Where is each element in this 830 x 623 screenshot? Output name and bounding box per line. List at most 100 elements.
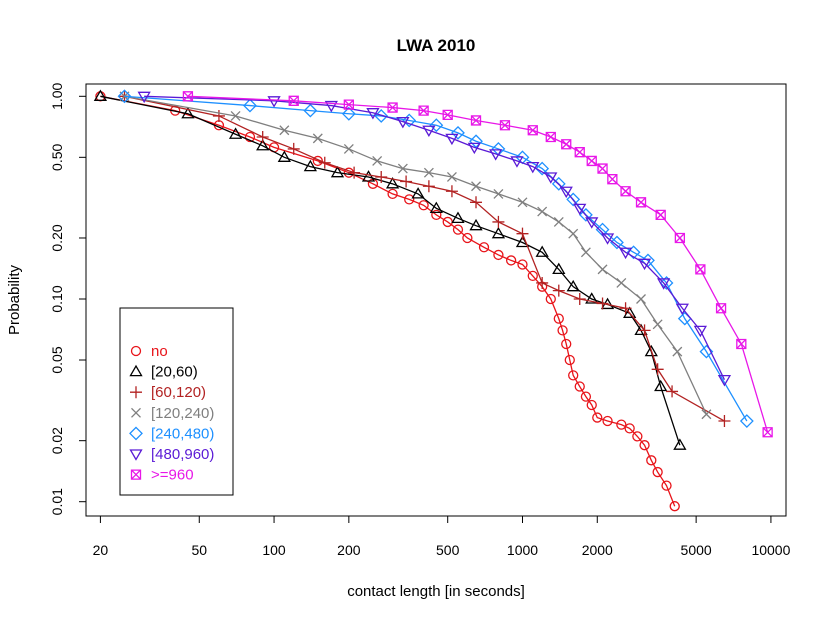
data-point	[117, 89, 132, 104]
data-point	[536, 276, 549, 289]
series-6	[182, 91, 773, 438]
data-point	[695, 264, 706, 275]
data-point	[652, 466, 663, 478]
data-point	[330, 165, 345, 178]
data-point	[471, 181, 481, 192]
data-point	[505, 255, 517, 266]
data-point	[445, 185, 458, 198]
legend-label: [120,240)	[151, 405, 214, 422]
data-point	[638, 324, 651, 337]
x-tick-label: 10000	[751, 542, 790, 558]
data-point	[527, 125, 538, 136]
legend-marker	[129, 364, 143, 377]
legend-marker	[130, 469, 142, 480]
data-point	[596, 297, 609, 310]
data-point	[348, 166, 361, 179]
data-point	[568, 228, 579, 239]
data-point	[619, 302, 632, 315]
data-point	[701, 409, 712, 420]
data-point	[672, 346, 683, 357]
data-point	[620, 186, 631, 197]
data-point	[718, 415, 731, 428]
data-point	[492, 215, 505, 228]
data-point	[618, 247, 633, 260]
data-point	[366, 108, 380, 120]
data-point	[387, 188, 398, 200]
data-point	[715, 303, 727, 314]
y-tick-label: 0.20	[49, 224, 65, 251]
series-3	[119, 91, 712, 420]
data-point	[429, 201, 443, 214]
data-point	[404, 194, 415, 205]
data-point	[491, 226, 506, 239]
data-point	[585, 292, 599, 304]
series-line	[124, 95, 748, 422]
legend-label: no	[151, 343, 168, 360]
data-point	[600, 233, 615, 245]
data-point	[654, 379, 668, 392]
data-point	[592, 412, 603, 423]
data-point	[616, 277, 627, 288]
data-point	[580, 247, 591, 258]
data-point	[693, 325, 707, 338]
data-point	[597, 163, 608, 174]
data-point	[470, 115, 482, 126]
data-point	[279, 125, 290, 136]
series-2	[118, 90, 731, 428]
data-point	[553, 216, 564, 227]
data-point	[462, 232, 473, 244]
data-point	[544, 172, 558, 184]
y-tick-label: 0.05	[49, 346, 65, 373]
data-point	[624, 423, 635, 434]
data-point	[451, 125, 465, 140]
data-point	[566, 192, 581, 207]
data-point	[535, 161, 550, 176]
data-point	[361, 170, 376, 182]
data-point	[212, 109, 225, 122]
y-tick-label: 0.02	[49, 427, 65, 454]
legend-box	[119, 307, 234, 496]
data-point	[470, 196, 483, 209]
data-point	[517, 197, 528, 208]
data-point	[343, 143, 354, 154]
data-point	[341, 106, 356, 121]
data-point	[418, 200, 429, 211]
data-point	[431, 209, 442, 221]
x-tick-label: 1000	[507, 542, 538, 558]
data-point	[646, 455, 657, 466]
data-point	[585, 217, 599, 229]
data-point	[616, 419, 627, 430]
data-point	[256, 138, 270, 151]
data-point	[552, 284, 565, 297]
data-point	[661, 480, 672, 491]
data-point	[244, 131, 256, 143]
data-point	[651, 363, 664, 376]
data-point	[446, 172, 457, 182]
data-point	[552, 262, 566, 275]
legend-label: [480,960)	[151, 446, 214, 463]
data-point	[574, 381, 585, 392]
data-point	[623, 306, 637, 318]
data-point	[586, 399, 597, 411]
legend-marker	[130, 345, 142, 357]
legend-marker	[131, 407, 141, 418]
data-point	[387, 102, 398, 113]
data-point	[636, 294, 646, 304]
series-layer	[93, 89, 773, 512]
data-point	[559, 186, 573, 199]
data-point	[610, 235, 624, 250]
data-point	[418, 105, 429, 116]
data-point	[137, 91, 151, 104]
data-point	[489, 149, 503, 161]
data-point	[372, 155, 383, 166]
data-point	[375, 170, 388, 183]
data-point	[639, 440, 650, 451]
data-point	[561, 139, 572, 150]
data-point	[228, 127, 243, 139]
data-point	[652, 319, 663, 330]
data-point	[526, 161, 540, 174]
data-point	[535, 245, 549, 257]
data-point	[635, 197, 647, 208]
data-point	[673, 438, 687, 450]
x-axis-label: contact length [in seconds]	[347, 583, 525, 600]
